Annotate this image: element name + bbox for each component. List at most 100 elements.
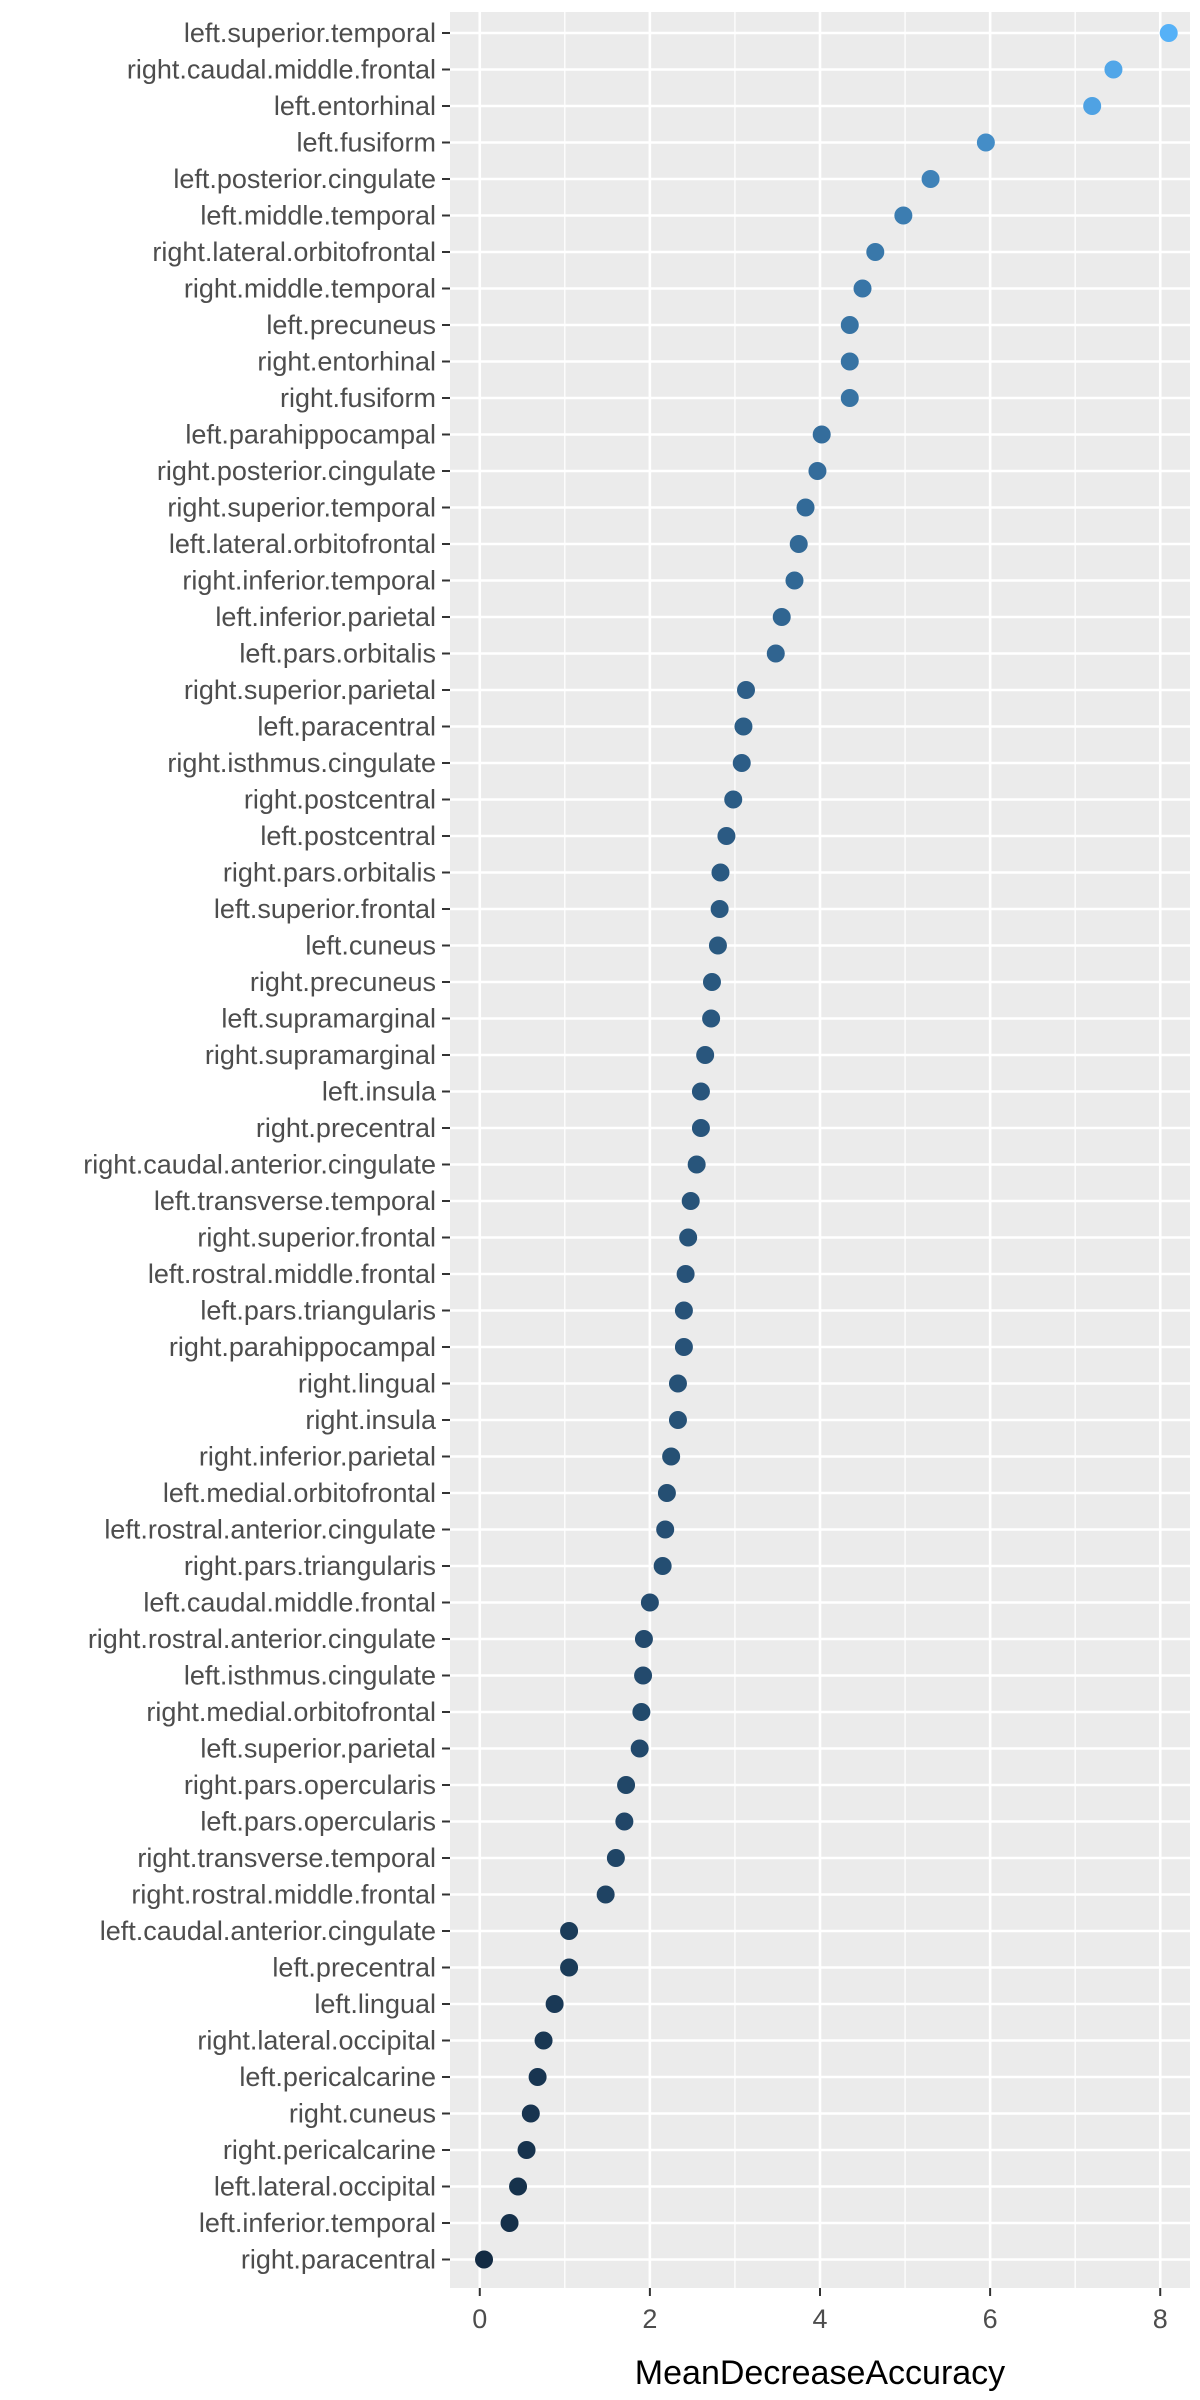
y-category-label: left.pars.triangularis — [200, 1296, 436, 1326]
data-point — [632, 1703, 651, 1721]
data-point — [737, 681, 755, 699]
data-points — [475, 24, 1178, 2269]
y-category-label: right.superior.frontal — [197, 1223, 436, 1253]
data-point — [853, 279, 872, 298]
y-category-label: left.supramarginal — [221, 1004, 436, 1034]
y-category-label: right.lateral.occipital — [197, 2026, 436, 2056]
data-point — [724, 790, 743, 809]
data-point — [711, 863, 730, 882]
data-point — [702, 973, 721, 991]
data-point — [1104, 60, 1123, 79]
y-category-label: right.rostral.anterior.cingulate — [88, 1624, 436, 1654]
y-category-label: left.lateral.occipital — [214, 2172, 436, 2202]
data-point — [702, 1009, 721, 1028]
y-category-label: left.insula — [322, 1077, 437, 1107]
y-category-label: right.inferior.parietal — [199, 1442, 436, 1472]
y-category-label: left.isthmus.cingulate — [184, 1661, 436, 1691]
data-point — [630, 1739, 649, 1758]
y-category-label: left.superior.temporal — [184, 18, 436, 48]
data-point — [656, 1520, 675, 1539]
data-point — [696, 1046, 715, 1064]
data-point — [691, 1082, 710, 1101]
y-category-label: left.caudal.anterior.cingulate — [100, 1916, 436, 1946]
y-category-label: left.medial.orbitofrontal — [163, 1478, 436, 1508]
data-point — [734, 717, 753, 736]
data-point — [545, 1995, 564, 2013]
data-point — [840, 352, 859, 371]
y-category-label: left.inferior.temporal — [199, 2208, 436, 2238]
y-category-label: right.fusiform — [280, 383, 436, 413]
data-point — [662, 1447, 681, 1466]
y-category-label: left.pericalcarine — [239, 2062, 436, 2092]
data-point — [657, 1484, 676, 1502]
y-category-label: right.isthmus.cingulate — [167, 748, 436, 778]
data-point — [674, 1338, 693, 1356]
data-point — [894, 206, 913, 225]
data-point — [534, 2031, 553, 2050]
y-category-label: right.cuneus — [289, 2099, 436, 2129]
y-gridlines — [450, 31, 1190, 2261]
data-point — [1083, 97, 1102, 115]
y-category-label: left.paracentral — [257, 712, 436, 742]
data-point — [560, 1922, 579, 1940]
data-point — [840, 316, 859, 334]
data-point — [866, 243, 885, 261]
data-point — [634, 1630, 653, 1648]
data-point — [681, 1192, 700, 1210]
data-point — [500, 2214, 519, 2232]
data-point — [785, 571, 804, 590]
data-point — [710, 900, 729, 918]
data-point — [679, 1228, 698, 1247]
data-point — [840, 389, 859, 407]
data-point — [691, 1119, 710, 1137]
y-category-label: right.posterior.cingulate — [157, 456, 436, 486]
data-point — [921, 170, 940, 188]
y-category-label: left.superior.parietal — [200, 1734, 436, 1764]
y-category-label: right.middle.temporal — [184, 274, 436, 304]
data-point — [812, 425, 831, 444]
y-category-label: left.pars.orbitalis — [239, 639, 436, 669]
data-point — [640, 1593, 659, 1612]
y-axis-labels: left.superior.temporal right.caudal.middl… — [83, 18, 437, 2275]
data-point — [708, 936, 727, 955]
data-point — [766, 644, 785, 663]
y-category-label: left.parahippocampal — [185, 420, 436, 450]
y-category-label: left.lingual — [314, 1989, 436, 2019]
data-point — [668, 1374, 687, 1393]
data-point — [475, 2250, 494, 2269]
x-axis-labels: 0 2 4 6 8 — [472, 2304, 1167, 2334]
x-tick-label: 8 — [1153, 2304, 1168, 2334]
data-point — [674, 1301, 693, 1320]
data-point — [615, 1812, 634, 1831]
y-category-label: right.entorhinal — [257, 347, 436, 377]
data-point — [676, 1265, 695, 1283]
y-category-label: right.pars.opercularis — [184, 1770, 436, 1800]
data-point — [976, 133, 995, 152]
y-category-label: left.pars.opercularis — [200, 1807, 436, 1837]
x-tick-label: 2 — [642, 2304, 657, 2334]
data-point — [796, 498, 815, 517]
data-point — [606, 1849, 625, 1867]
data-point — [560, 1958, 579, 1977]
y-category-label: right.pars.orbitalis — [223, 858, 436, 888]
y-category-label: right.supramarginal — [205, 1040, 436, 1070]
y-category-label: left.posterior.cingulate — [173, 164, 436, 194]
y-category-label: right.caudal.middle.frontal — [127, 55, 436, 85]
data-point — [668, 1411, 687, 1429]
y-category-label: right.precentral — [256, 1113, 436, 1143]
y-category-label: right.parahippocampal — [169, 1332, 436, 1362]
y-category-label: right.insula — [305, 1405, 437, 1435]
y-category-label: right.inferior.temporal — [182, 566, 436, 596]
y-category-label: left.middle.temporal — [200, 201, 436, 231]
y-category-label: right.postcentral — [244, 785, 436, 815]
data-point — [717, 827, 736, 845]
y-category-label: left.superior.frontal — [214, 894, 436, 924]
data-point — [653, 1557, 672, 1575]
data-point — [687, 1155, 706, 1174]
y-category-label: left.rostral.anterior.cingulate — [104, 1515, 436, 1545]
y-category-label: right.medial.orbitofrontal — [146, 1697, 436, 1727]
y-category-label: left.postcentral — [260, 821, 436, 851]
data-point — [517, 2141, 536, 2159]
x-tick-label: 4 — [812, 2304, 827, 2334]
